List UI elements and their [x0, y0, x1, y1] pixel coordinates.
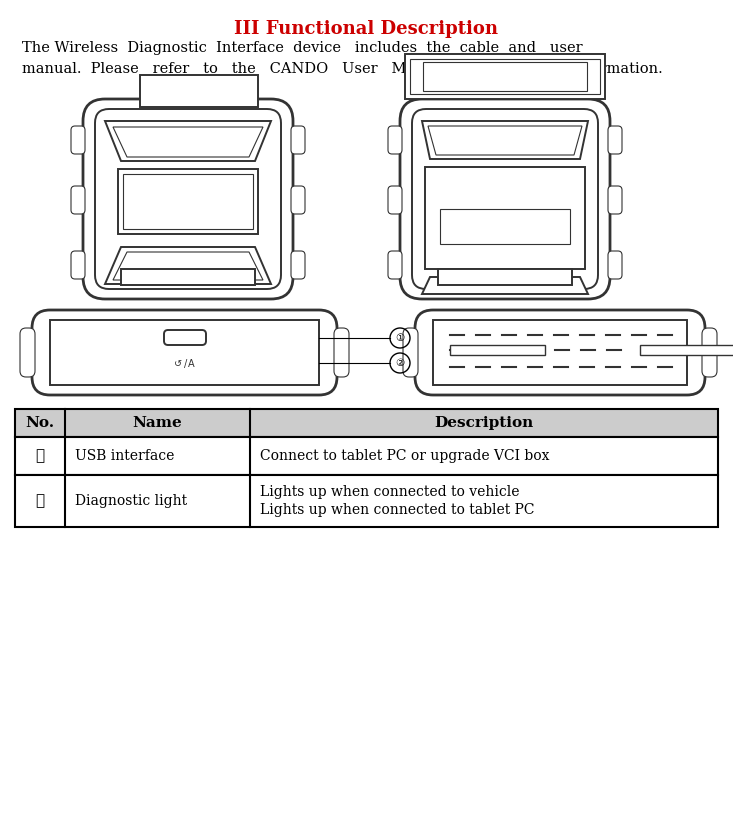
FancyBboxPatch shape — [71, 251, 85, 279]
FancyBboxPatch shape — [388, 251, 402, 279]
FancyBboxPatch shape — [415, 310, 705, 395]
FancyBboxPatch shape — [164, 330, 206, 345]
Text: Connect to tablet PC or upgrade VCI box: Connect to tablet PC or upgrade VCI box — [260, 449, 550, 463]
Text: Lights up when connected to tablet PC: Lights up when connected to tablet PC — [260, 503, 534, 517]
Text: Lights up when connected to vehicle: Lights up when connected to vehicle — [260, 485, 520, 499]
Bar — [450, 345, 545, 355]
FancyBboxPatch shape — [334, 328, 349, 377]
Text: The Wireless  Diagnostic  Interface  device   includes  the  cable  and   user: The Wireless Diagnostic Interface device… — [22, 41, 583, 55]
Bar — [640, 345, 733, 355]
Polygon shape — [428, 126, 582, 155]
Text: USB interface: USB interface — [75, 449, 174, 463]
Polygon shape — [113, 252, 263, 280]
Bar — [425, 167, 585, 269]
Bar — [118, 169, 258, 234]
Text: ①: ① — [395, 333, 405, 343]
Bar — [410, 59, 600, 94]
FancyBboxPatch shape — [20, 328, 35, 377]
Text: Diagnostic light: Diagnostic light — [75, 494, 187, 508]
Text: III Functional Description: III Functional Description — [234, 20, 498, 38]
FancyBboxPatch shape — [403, 328, 418, 377]
Bar — [423, 62, 587, 91]
Text: Description: Description — [435, 416, 534, 430]
Polygon shape — [105, 121, 271, 161]
Text: $\circlearrowleft$/A: $\circlearrowleft$/A — [172, 356, 196, 370]
FancyBboxPatch shape — [388, 126, 402, 154]
Text: No.: No. — [26, 416, 54, 430]
Bar — [440, 209, 570, 244]
Bar — [433, 320, 687, 385]
Bar — [15, 475, 718, 527]
Polygon shape — [422, 277, 588, 294]
Text: ②: ② — [395, 358, 405, 368]
FancyBboxPatch shape — [95, 109, 281, 289]
FancyBboxPatch shape — [702, 328, 717, 377]
Bar — [15, 437, 718, 475]
Text: Name: Name — [133, 416, 183, 430]
Bar — [405, 54, 605, 99]
Text: ①: ① — [35, 449, 45, 463]
FancyBboxPatch shape — [291, 251, 305, 279]
FancyBboxPatch shape — [291, 186, 305, 214]
FancyBboxPatch shape — [71, 126, 85, 154]
Text: ②: ② — [35, 494, 45, 508]
Polygon shape — [105, 247, 271, 284]
Bar — [121, 269, 255, 285]
FancyBboxPatch shape — [412, 109, 598, 289]
Bar — [50, 320, 319, 385]
FancyBboxPatch shape — [83, 99, 293, 299]
FancyBboxPatch shape — [400, 99, 610, 299]
FancyBboxPatch shape — [71, 186, 85, 214]
Polygon shape — [422, 121, 588, 159]
FancyBboxPatch shape — [388, 186, 402, 214]
FancyBboxPatch shape — [608, 186, 622, 214]
FancyBboxPatch shape — [608, 126, 622, 154]
Bar — [140, 75, 258, 107]
FancyBboxPatch shape — [291, 126, 305, 154]
Bar — [438, 269, 572, 285]
Bar — [123, 174, 253, 229]
FancyBboxPatch shape — [608, 251, 622, 279]
Bar — [15, 409, 718, 437]
Text: manual.  Please   refer   to   the   CANDO   User   Manual  for  additional  inf: manual. Please refer to the CANDO User M… — [22, 62, 663, 76]
FancyBboxPatch shape — [32, 310, 337, 395]
Polygon shape — [113, 127, 263, 157]
